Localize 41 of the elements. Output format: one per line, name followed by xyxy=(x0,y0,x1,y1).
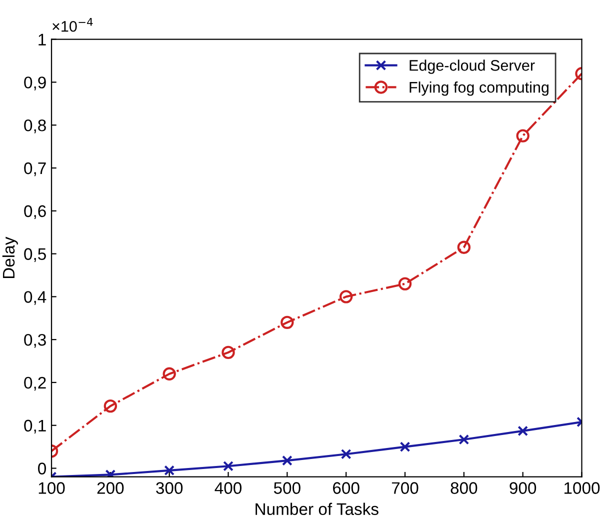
x-tick-label: 700 xyxy=(392,482,418,494)
point xyxy=(398,277,412,290)
x-tick-label: 900 xyxy=(510,482,536,494)
point xyxy=(339,290,353,304)
point xyxy=(516,129,530,142)
x-tick-label: 100 xyxy=(38,482,65,494)
point xyxy=(222,346,235,360)
text: ×10$^{−4}$ xyxy=(52,18,93,32)
point xyxy=(223,460,234,472)
legend-label: Flying fog computing xyxy=(410,81,548,96)
x-tick-label: 200 xyxy=(97,482,124,494)
x-tick-label: 1000 xyxy=(564,482,600,494)
point xyxy=(400,442,410,452)
y-tick-label: 0,8 xyxy=(24,119,46,134)
y-tick-label: 0,4 xyxy=(24,291,46,305)
y-tick-label: 0,2 xyxy=(24,376,46,391)
y-tick-label: 1 xyxy=(38,34,46,46)
x-tick-label: 800 xyxy=(450,482,478,494)
point xyxy=(458,434,470,445)
x-tick-label: 300 xyxy=(156,482,183,494)
y-tick-label: 0,5 xyxy=(24,248,46,262)
point xyxy=(457,240,471,254)
point xyxy=(518,426,528,436)
x-tick-label: 500 xyxy=(274,482,300,494)
point xyxy=(162,367,176,380)
y-tick-label: 0,7 xyxy=(24,162,46,176)
point xyxy=(340,448,352,460)
legend-label: Edge-cloud Server xyxy=(410,60,535,74)
y-tick-label: 0,1 xyxy=(24,420,46,434)
y-tick-label: 0 xyxy=(38,462,46,474)
point xyxy=(164,465,175,476)
y-axis-title: Delay xyxy=(2,236,18,278)
y-tick-label: 0,3 xyxy=(24,334,46,348)
point xyxy=(282,455,292,466)
x-tick-label: 400 xyxy=(214,482,242,494)
y-tick-label: 0,9 xyxy=(24,76,46,90)
point xyxy=(280,316,294,330)
x-tick-label: 600 xyxy=(333,482,360,494)
y-tick-label: 0,6 xyxy=(24,205,46,220)
x-axis-title: Number of Tasks xyxy=(256,502,378,516)
point xyxy=(104,399,118,413)
